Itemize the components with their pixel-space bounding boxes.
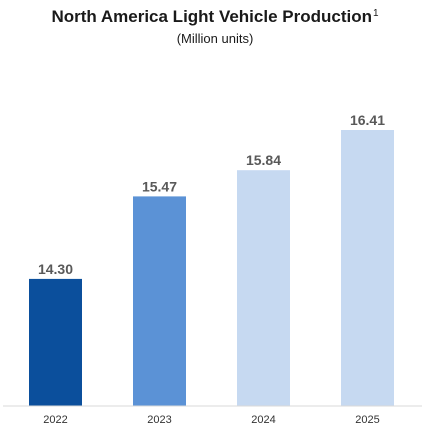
value-label-2024: 15.84: [246, 152, 281, 168]
chart-title: North America Light Vehicle Production1: [0, 7, 430, 27]
x-tick-label-2023: 2023: [147, 414, 171, 426]
x-tick-label-2022: 2022: [43, 414, 67, 426]
bar-2022: [29, 278, 82, 406]
chart-subtitle: (Million units): [176, 31, 254, 46]
value-label-2023: 15.47: [142, 178, 177, 194]
bar-2023: [133, 196, 186, 406]
labels-layer: 14.30 2022 15.47 2023 15.84 2024 16.41 2025: [38, 112, 385, 426]
chart-title-text: North America Light Vehicle Production: [51, 7, 372, 26]
x-tick-label-2024: 2024: [251, 414, 275, 426]
bar-2025: [341, 130, 394, 406]
value-label-2025: 16.41: [350, 112, 385, 128]
title-footnote-marker: 1: [372, 8, 379, 19]
value-label-2022: 14.30: [38, 261, 73, 277]
x-tick-label-2025: 2025: [355, 414, 379, 426]
bar-2024: [237, 170, 290, 406]
bars-layer: [29, 130, 394, 406]
